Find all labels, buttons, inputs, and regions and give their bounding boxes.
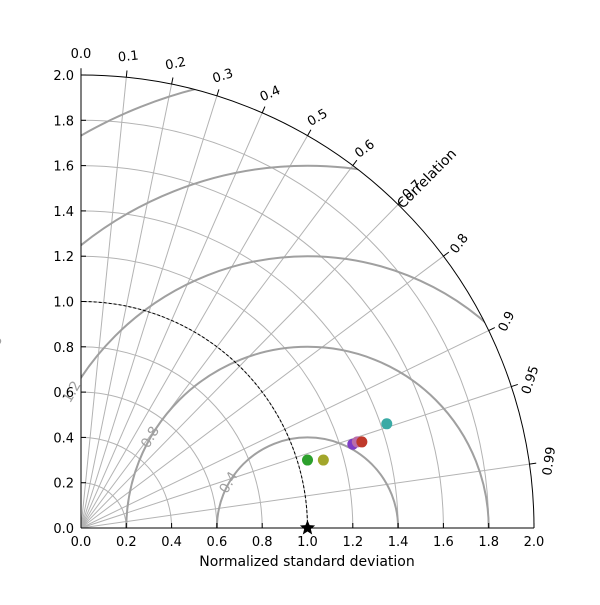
x-tick-label: 0.6	[207, 535, 228, 550]
std-gridarc	[80, 119, 490, 529]
y-tick-label: 0.4	[53, 431, 74, 446]
y-tick-label: 0.0	[53, 522, 74, 537]
tick-labels: 0.0 0.1 0.20.30.40.50.60.70.80.90.950.990.…	[0, 47, 559, 550]
rms-contour-label: 1.6	[0, 333, 6, 360]
y-tick-label: 0.8	[53, 341, 74, 356]
data-point	[356, 436, 368, 448]
correlation-tick	[171, 77, 174, 85]
correlation-tick	[511, 383, 518, 388]
data-points	[299, 418, 393, 535]
x-axis-label: Normalized standard deviation	[199, 554, 414, 570]
reference-star	[299, 520, 316, 535]
x-tick-label: 1.8	[478, 535, 499, 550]
y-tick-label: 0.6	[53, 386, 74, 401]
std-gridarc	[80, 436, 173, 529]
correlation-tick	[443, 251, 450, 257]
data-point	[381, 418, 393, 430]
correlation-tick-label: 0.3	[211, 66, 235, 87]
correlation-tick-label: 0.4	[258, 83, 283, 105]
correlation-tick-label: 0.0	[71, 47, 92, 62]
y-tick-label: 1.6	[53, 160, 74, 175]
correlation-tick	[397, 199, 404, 205]
std-gridarc	[80, 210, 399, 529]
y-tick-label: 2.0	[53, 69, 74, 84]
correlation-tick-label: 0.5	[305, 106, 330, 129]
correlation-axis-label: Correlation	[394, 146, 460, 212]
rms-contour	[125, 345, 490, 528]
x-tick-label: 2.0	[524, 535, 545, 550]
correlation-tick	[529, 462, 537, 465]
correlation-tick-label: 0.1	[117, 48, 139, 65]
x-tick-label: 0.4	[161, 535, 182, 550]
x-tick-label: 0.0	[71, 535, 92, 550]
x-tick-label: 1.6	[433, 535, 454, 550]
std-gridarc	[80, 255, 354, 529]
correlation-tick-label: 0.95	[519, 364, 542, 396]
correlation-tick-label: 0.9	[496, 309, 519, 334]
y-tick-label: 1.8	[53, 114, 74, 129]
rms-contour-label: 0.4	[217, 469, 242, 496]
rms-contour	[81, 255, 534, 528]
y-tick-label: 0.2	[53, 477, 74, 492]
correlation-tick-label: 0.8	[448, 231, 472, 257]
correlation-tick-label: 0.2	[164, 55, 187, 74]
std-gridarc	[80, 391, 218, 529]
x-tick-label: 1.2	[342, 535, 363, 550]
std-gridarc	[80, 165, 444, 529]
y-tick-label: 1.4	[53, 205, 74, 220]
x-tick-label: 1.0	[297, 535, 318, 550]
correlation-tick-label: 0.6	[352, 137, 378, 161]
y-tick-label: 1.0	[53, 296, 74, 311]
reference-circle	[81, 301, 308, 528]
x-tick-label: 0.2	[116, 535, 137, 550]
rms-contour	[215, 436, 400, 528]
std-gridarc	[80, 482, 127, 529]
correlation-tick-label: 0.99	[540, 446, 559, 477]
correlation-tick	[488, 327, 496, 331]
reference-std-circle	[81, 301, 308, 528]
correlation-tick	[216, 89, 220, 97]
correlation-tick	[352, 159, 358, 166]
std-gridarc	[80, 346, 263, 529]
data-point	[302, 454, 313, 466]
correlation-tick	[261, 106, 266, 114]
x-tick-label: 1.4	[388, 535, 409, 550]
data-point	[317, 454, 329, 466]
correlation-tick	[125, 70, 128, 78]
y-tick-label: 1.2	[53, 250, 74, 265]
correlation-tick	[307, 129, 312, 136]
x-tick-label: 0.8	[252, 535, 273, 550]
outer-arc	[80, 74, 535, 529]
rms-contour	[81, 164, 534, 528]
